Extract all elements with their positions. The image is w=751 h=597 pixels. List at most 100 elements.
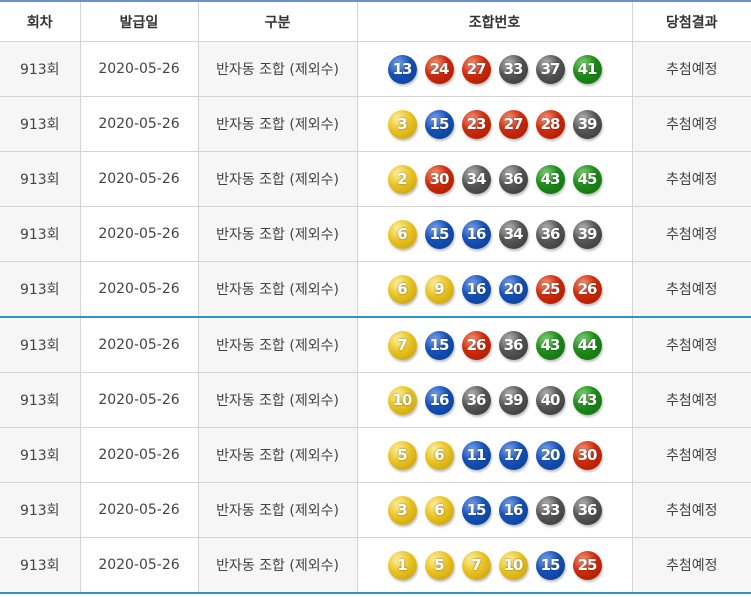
numbers-cell: 2 30 34 36 43 45 bbox=[356, 151, 633, 207]
round-cell: 913회 bbox=[0, 261, 81, 318]
lotto-ball: 43 bbox=[572, 385, 602, 415]
lotto-ball: 17 bbox=[498, 440, 528, 470]
date-cell: 2020-05-26 bbox=[79, 316, 199, 373]
lotto-ball: 15 bbox=[535, 550, 565, 580]
ball-group: 2 30 34 36 43 45 bbox=[358, 164, 632, 194]
ball-group: 7 15 26 36 43 44 bbox=[358, 330, 632, 360]
numbers-cell: 13 24 27 33 37 41 bbox=[356, 41, 633, 97]
table-row: 913회 2020-05-26 반자동 조합 (제외수) 2 30 34 36 43 45 추첨예… bbox=[0, 151, 751, 207]
lotto-ball: 36 bbox=[461, 385, 491, 415]
lotto-ball: 43 bbox=[535, 164, 565, 194]
lotto-ball: 34 bbox=[498, 219, 528, 249]
lotto-ball: 6 bbox=[424, 440, 454, 470]
lotto-ball: 40 bbox=[535, 385, 565, 415]
round-cell: 913회 bbox=[0, 96, 81, 152]
result-cell: 추첨예정 bbox=[631, 41, 751, 97]
type-cell: 반자동 조합 (제외수) bbox=[197, 537, 358, 594]
numbers-cell: 6 15 16 34 36 39 bbox=[356, 206, 633, 262]
round-cell: 913회 bbox=[0, 41, 81, 97]
table-row: 913회 2020-05-26 반자동 조합 (제외수) 1 5 7 10 15 25 추첨예정 bbox=[0, 537, 751, 594]
ball-group: 10 16 36 39 40 43 bbox=[358, 385, 632, 415]
numbers-cell: 7 15 26 36 43 44 bbox=[356, 316, 633, 373]
date-cell: 2020-05-26 bbox=[79, 206, 199, 262]
lotto-ball: 36 bbox=[498, 164, 528, 194]
table-row: 913회 2020-05-26 반자동 조합 (제외수) 3 6 15 16 33 36 추첨예정 bbox=[0, 482, 751, 538]
date-cell: 2020-05-26 bbox=[79, 482, 199, 538]
numbers-cell: 6 9 16 20 25 26 bbox=[356, 261, 633, 318]
lotto-ball: 7 bbox=[387, 330, 417, 360]
lotto-ball: 15 bbox=[424, 219, 454, 249]
lotto-ball: 16 bbox=[424, 385, 454, 415]
numbers-cell: 3 15 23 27 28 39 bbox=[356, 96, 633, 152]
lotto-ball: 3 bbox=[387, 495, 417, 525]
date-cell: 2020-05-26 bbox=[79, 96, 199, 152]
round-cell: 913회 bbox=[0, 151, 81, 207]
date-cell: 2020-05-26 bbox=[79, 427, 199, 483]
lotto-ball: 16 bbox=[461, 219, 491, 249]
lotto-ball: 41 bbox=[572, 54, 602, 84]
lotto-ball: 15 bbox=[424, 109, 454, 139]
result-cell: 추첨예정 bbox=[631, 206, 751, 262]
type-cell: 반자동 조합 (제외수) bbox=[197, 96, 358, 152]
table-row: 913회 2020-05-26 반자동 조합 (제외수) 13 24 27 33 37 41 추첨… bbox=[0, 41, 751, 97]
lotto-ball: 39 bbox=[572, 219, 602, 249]
lotto-ball: 11 bbox=[461, 440, 491, 470]
table-row: 913회 2020-05-26 반자동 조합 (제외수) 10 16 36 39 40 43 추첨… bbox=[0, 372, 751, 428]
date-cell: 2020-05-26 bbox=[79, 151, 199, 207]
result-cell: 추첨예정 bbox=[631, 151, 751, 207]
ball-group: 1 5 7 10 15 25 bbox=[358, 550, 632, 580]
lotto-ball: 7 bbox=[461, 550, 491, 580]
lotto-ball: 10 bbox=[387, 385, 417, 415]
lotto-ball: 6 bbox=[424, 495, 454, 525]
lotto-ball: 34 bbox=[461, 164, 491, 194]
ball-group: 6 9 16 20 25 26 bbox=[358, 274, 632, 304]
result-cell: 추첨예정 bbox=[631, 96, 751, 152]
ball-group: 3 6 15 16 33 36 bbox=[358, 495, 632, 525]
table-row: 913회 2020-05-26 반자동 조합 (제외수) 6 15 16 34 36 39 추첨예… bbox=[0, 206, 751, 262]
type-cell: 반자동 조합 (제외수) bbox=[197, 261, 358, 318]
lotto-ball: 5 bbox=[387, 440, 417, 470]
header-row: 회차 발급일 구분 조합번호 당첨결과 bbox=[0, 0, 751, 42]
result-cell: 추첨예정 bbox=[631, 261, 751, 318]
date-cell: 2020-05-26 bbox=[79, 41, 199, 97]
round-cell: 913회 bbox=[0, 316, 81, 373]
header-type: 구분 bbox=[197, 0, 358, 42]
header-result: 당첨결과 bbox=[631, 0, 751, 42]
lotto-ball: 26 bbox=[572, 274, 602, 304]
lotto-ball: 1 bbox=[387, 550, 417, 580]
lotto-ball: 27 bbox=[498, 109, 528, 139]
lotto-ball: 39 bbox=[498, 385, 528, 415]
type-cell: 반자동 조합 (제외수) bbox=[197, 372, 358, 428]
lotto-ball: 25 bbox=[572, 550, 602, 580]
table-row: 913회 2020-05-26 반자동 조합 (제외수) 6 9 16 20 25 26 추첨예정 bbox=[0, 261, 751, 318]
round-cell: 913회 bbox=[0, 537, 81, 594]
result-cell: 추첨예정 bbox=[631, 427, 751, 483]
result-cell: 추첨예정 bbox=[631, 316, 751, 373]
lotto-ball: 15 bbox=[461, 495, 491, 525]
round-cell: 913회 bbox=[0, 372, 81, 428]
lotto-ball: 30 bbox=[424, 164, 454, 194]
lotto-ball: 15 bbox=[424, 330, 454, 360]
lotto-ball: 27 bbox=[461, 54, 491, 84]
lotto-ball: 36 bbox=[498, 330, 528, 360]
lotto-ball: 20 bbox=[535, 440, 565, 470]
lotto-ball: 9 bbox=[424, 274, 454, 304]
ball-group: 5 6 11 17 20 30 bbox=[358, 440, 632, 470]
lotto-ball: 3 bbox=[387, 109, 417, 139]
result-cell: 추첨예정 bbox=[631, 537, 751, 594]
type-cell: 반자동 조합 (제외수) bbox=[197, 427, 358, 483]
lotto-ball: 16 bbox=[461, 274, 491, 304]
type-cell: 반자동 조합 (제외수) bbox=[197, 151, 358, 207]
lotto-ball: 33 bbox=[535, 495, 565, 525]
header-numbers: 조합번호 bbox=[356, 0, 633, 42]
lotto-ball: 6 bbox=[387, 219, 417, 249]
ball-group: 6 15 16 34 36 39 bbox=[358, 219, 632, 249]
lotto-ball: 26 bbox=[461, 330, 491, 360]
header-date: 발급일 bbox=[79, 0, 199, 42]
lotto-ball: 6 bbox=[387, 274, 417, 304]
lotto-ball: 36 bbox=[572, 495, 602, 525]
header-round: 회차 bbox=[0, 0, 81, 42]
lotto-ball: 37 bbox=[535, 54, 565, 84]
lotto-ball: 45 bbox=[572, 164, 602, 194]
lotto-ball: 2 bbox=[387, 164, 417, 194]
